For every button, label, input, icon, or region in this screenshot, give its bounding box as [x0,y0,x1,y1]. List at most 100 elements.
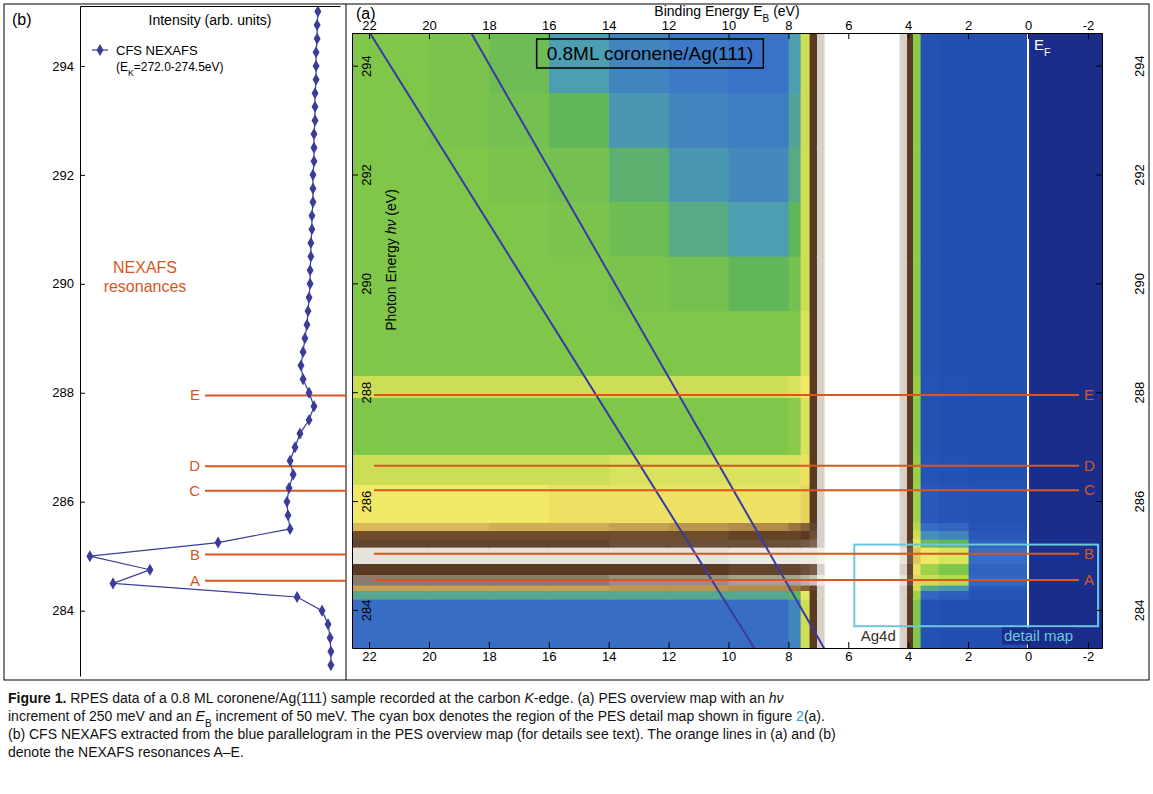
tick: 294 [52,59,85,74]
heatmap-cell [609,455,669,485]
resonance-label: C [1084,481,1095,498]
tick: 18 [482,18,496,39]
data-point [146,564,153,576]
heatmap-cell [1028,398,1102,455]
heatmap-cell [800,585,809,590]
legend-note: (EK=272.0-274.5eV) [116,60,224,78]
heatmap-cell [824,93,899,147]
panel-b-texts: Intensity (arb. units)(b)CFS NEXAFS(EK=2… [12,11,271,589]
heatmap-cell [669,539,729,547]
heatmap-cell [728,539,788,547]
heatmap-cell [913,311,920,376]
tick-mark [848,642,849,648]
heatmap-cell [920,147,938,201]
tick: 292 [352,164,374,186]
text-run: (a). [804,708,825,724]
data-point [311,155,318,167]
tick-mark [369,33,370,39]
tick-mark [352,501,358,502]
tick: 18 [482,642,496,664]
data-point [307,278,314,290]
heatmap-cell [913,539,920,547]
text-run: denote the NEXAFS resonances A–E. [8,744,244,760]
heatmap-cell [549,523,609,531]
tick-mark [788,642,789,648]
x-axis-bottom: 2220181614121086420-2 [353,642,1103,664]
tick-mark [369,642,370,648]
tick-mark [352,610,358,611]
heatmap-cell [809,256,816,310]
heatmap-cell [907,599,913,648]
heatmap-cell [968,256,1028,310]
text-run: (b) CFS NEXAFS extracted from the blue p… [8,726,836,742]
tick: 288 [52,385,85,400]
data-point [306,291,313,303]
heatmap-cell [899,311,906,376]
heatmap-cell [352,455,429,485]
heatmap-cell [913,147,920,201]
heatmap-cell [609,147,669,201]
heatmap-cell [549,202,609,256]
text-run: Binding Energy [654,3,753,19]
tick: 6 [845,18,852,39]
heatmap-cell [899,202,906,256]
tick: 290 [52,276,85,291]
heatmap-cell [1028,256,1102,310]
heatmap-cell [352,599,429,648]
heatmap-cell [938,93,968,147]
heatmap-cell [352,591,429,599]
heatmap-cell [938,202,968,256]
heatmap-cell [907,523,913,531]
heatmap-cell [817,455,824,485]
tick-label: 286 [359,491,374,513]
heatmap-cell [549,599,609,648]
tick-mark [1088,33,1089,39]
tick: 12 [662,18,676,39]
heatmap-cell [968,564,1028,575]
heatmap-cell [489,591,549,599]
caption-line: Figure 1. RPES data of a 0.8 ML coronene… [8,690,784,706]
tick-label: 4 [905,649,912,664]
text-run: (E [116,60,128,74]
heatmap-cell [899,591,906,599]
heatmap-cell [809,531,816,539]
heatmap-cell [429,93,489,147]
tick: 2 [965,18,972,39]
data-point [307,251,314,263]
tick-mark [429,33,430,39]
data-point [313,74,320,86]
tick: 16 [542,18,556,39]
heatmap-cell [429,311,489,376]
heatmap-cell [968,398,1028,455]
heatmap-cell [968,33,1028,93]
tick: 16 [542,642,556,664]
heatmap-cell [809,147,816,201]
heatmap-cell [489,531,549,539]
heatmap-cell [824,564,899,575]
tick-mark [1096,66,1102,67]
heatmap-cell [920,585,938,590]
data-point [311,128,318,140]
heatmap-cell [800,539,809,547]
heatmap-cell [609,202,669,256]
heatmap-cell [899,585,906,590]
detail-box [854,545,1098,627]
heatmap-cell [824,455,899,485]
heatmap-cell [907,539,913,547]
heatmap-cell [899,531,906,539]
heatmap-cell [907,256,913,310]
data-point [300,373,307,385]
annotation: detail map [1004,627,1073,644]
heatmap-cell [669,256,729,310]
heatmap-cell [938,591,968,599]
text-line: resonances [104,278,187,295]
heatmap-cell [549,564,609,575]
tick-label: 18 [482,18,496,33]
data-point [294,591,301,603]
heatmap-cell [899,33,906,93]
tick: 10 [722,642,736,664]
data-point [308,210,315,222]
heatmap-cell [728,547,788,563]
series-line [90,11,331,665]
data-point [215,537,222,549]
